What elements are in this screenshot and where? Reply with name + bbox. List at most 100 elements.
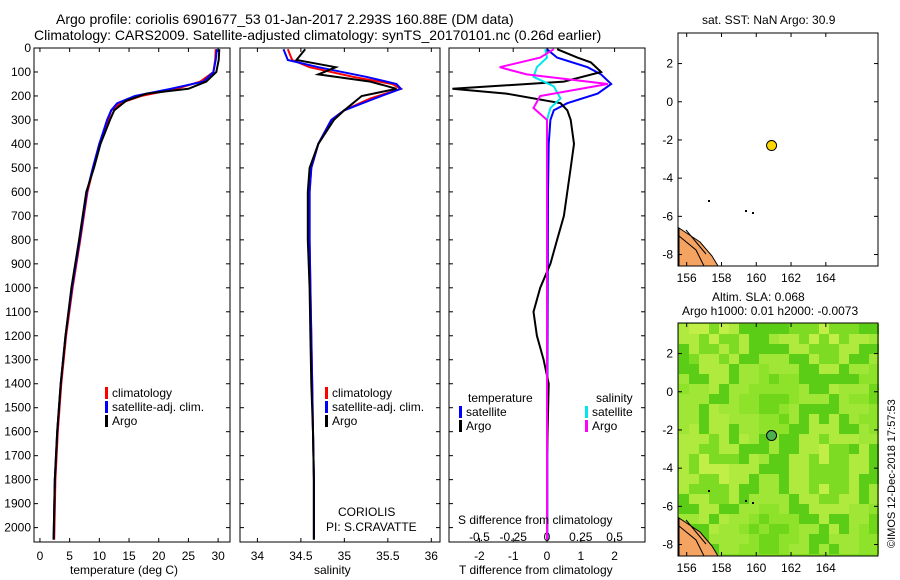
sla-cell	[759, 504, 769, 514]
sla-cell	[699, 404, 709, 414]
depth-tick-label: 700	[11, 209, 31, 223]
sla-cell	[789, 384, 799, 394]
sla-cell	[869, 384, 879, 394]
depth-tick-label: 0	[24, 41, 31, 55]
sla-cell	[829, 334, 839, 344]
sla-cell	[709, 444, 719, 454]
legend-swatch	[325, 387, 328, 399]
sla-cell	[689, 354, 699, 364]
x-tick-label: 34.5	[289, 549, 313, 563]
depth-tick-label: 1500	[4, 401, 31, 415]
sla-cell	[799, 444, 809, 454]
legend-label: satellite	[592, 405, 633, 419]
sla-cell	[689, 404, 699, 414]
sla-cell	[779, 444, 789, 454]
sla-cell	[839, 444, 849, 454]
sla-cell	[849, 464, 859, 474]
sla-cell	[729, 524, 739, 534]
sla-cell	[699, 454, 709, 464]
sla-cell	[869, 444, 879, 454]
legend-label: Argo	[592, 419, 618, 433]
sla-cell	[829, 364, 839, 374]
sla-cell	[849, 514, 859, 524]
sla-cell	[819, 464, 829, 474]
sla-cell	[869, 424, 879, 434]
sla-cell	[679, 364, 689, 374]
sla-cell	[739, 474, 749, 484]
sla-cell	[849, 364, 859, 374]
sla-cell	[819, 544, 829, 554]
sla-cell	[809, 504, 819, 514]
sla-cell	[769, 534, 779, 544]
x-tick-label: 30	[211, 549, 225, 563]
sla-cell	[759, 344, 769, 354]
map-y-tick-label: -2	[662, 133, 673, 147]
x-tick-label: 1	[577, 549, 584, 563]
map-x-tick-label: 164	[816, 271, 836, 285]
sla-cell	[859, 464, 869, 474]
sla-cell	[699, 374, 709, 384]
sla-cell	[689, 484, 699, 494]
sla-cell	[829, 374, 839, 384]
legend-swatch	[325, 401, 328, 413]
sla-cell	[699, 394, 709, 404]
sla-cell	[789, 394, 799, 404]
sla-cell	[729, 354, 739, 364]
x-tick-label: 10	[93, 549, 107, 563]
sla-cell	[819, 434, 829, 444]
sla-cell	[849, 504, 859, 514]
x-tick-label: 0	[37, 549, 44, 563]
map-y-tick-label: -6	[662, 499, 673, 513]
sla-cell	[679, 484, 689, 494]
sla-cell	[869, 464, 879, 474]
sla-cell	[779, 544, 789, 554]
map-x-tick-label: 162	[781, 561, 801, 575]
sla-cell	[739, 524, 749, 534]
sla-cell	[749, 504, 759, 514]
sla-cell	[729, 374, 739, 384]
sla-cell	[709, 484, 719, 494]
sla-cell	[769, 484, 779, 494]
sla-cell	[749, 534, 759, 544]
sla-cell	[739, 414, 749, 424]
legend-label: Argo	[466, 419, 492, 433]
sla-cell	[709, 464, 719, 474]
series-temperature-argo	[52, 49, 221, 540]
sla-cell	[759, 534, 769, 544]
island-dot	[708, 200, 710, 202]
sla-cell	[799, 354, 809, 364]
sla-cell	[729, 344, 739, 354]
sla-cell	[809, 464, 819, 474]
sla-cell	[779, 374, 789, 384]
sla-cell	[699, 474, 709, 484]
sla-cell	[849, 444, 859, 454]
sla-cell	[859, 494, 869, 504]
sla-cell	[829, 324, 839, 334]
sla-cell	[859, 414, 869, 424]
sla-cell	[709, 424, 719, 434]
depth-tick-label: 200	[11, 89, 31, 103]
sla-cell	[719, 464, 729, 474]
sla-cell	[699, 524, 709, 534]
sla-cell	[729, 334, 739, 344]
sla-cell	[739, 404, 749, 414]
sla-cell	[839, 534, 849, 544]
sla-cell	[869, 534, 879, 544]
sla-cell	[769, 364, 779, 374]
sla-cell	[869, 394, 879, 404]
figure-title-line-2: Climatology: CARS2009. Satellite-adjuste…	[34, 27, 602, 43]
sla-cell	[699, 444, 709, 454]
sla-cell	[769, 324, 779, 334]
island-dot	[745, 500, 747, 502]
legend-swatch	[105, 387, 108, 399]
sla-cell	[759, 454, 769, 464]
sla-cell	[759, 334, 769, 344]
map-y-tick-label: -8	[662, 538, 673, 552]
sla-cell	[849, 484, 859, 494]
s-diff-tick-label: -0.25	[500, 530, 528, 544]
sla-cell	[849, 434, 859, 444]
sla-cell	[769, 454, 779, 464]
sla-cell	[779, 474, 789, 484]
sla-cell	[799, 514, 809, 524]
sla-cell	[729, 544, 739, 554]
